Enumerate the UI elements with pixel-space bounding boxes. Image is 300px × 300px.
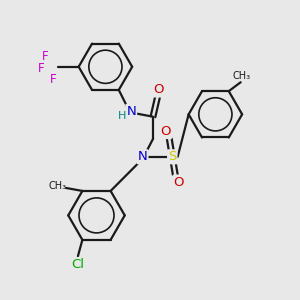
Text: O: O <box>160 125 171 138</box>
Text: CH₃: CH₃ <box>232 71 250 81</box>
Text: F: F <box>42 50 49 63</box>
Text: F: F <box>50 73 57 86</box>
Text: S: S <box>168 150 176 163</box>
Text: N: N <box>138 150 147 163</box>
Text: Cl: Cl <box>71 258 84 271</box>
Text: CH₃: CH₃ <box>49 182 67 191</box>
Text: F: F <box>38 62 45 75</box>
Text: O: O <box>153 83 163 96</box>
Text: H: H <box>118 111 127 121</box>
Text: N: N <box>126 105 136 118</box>
Text: O: O <box>174 176 184 189</box>
